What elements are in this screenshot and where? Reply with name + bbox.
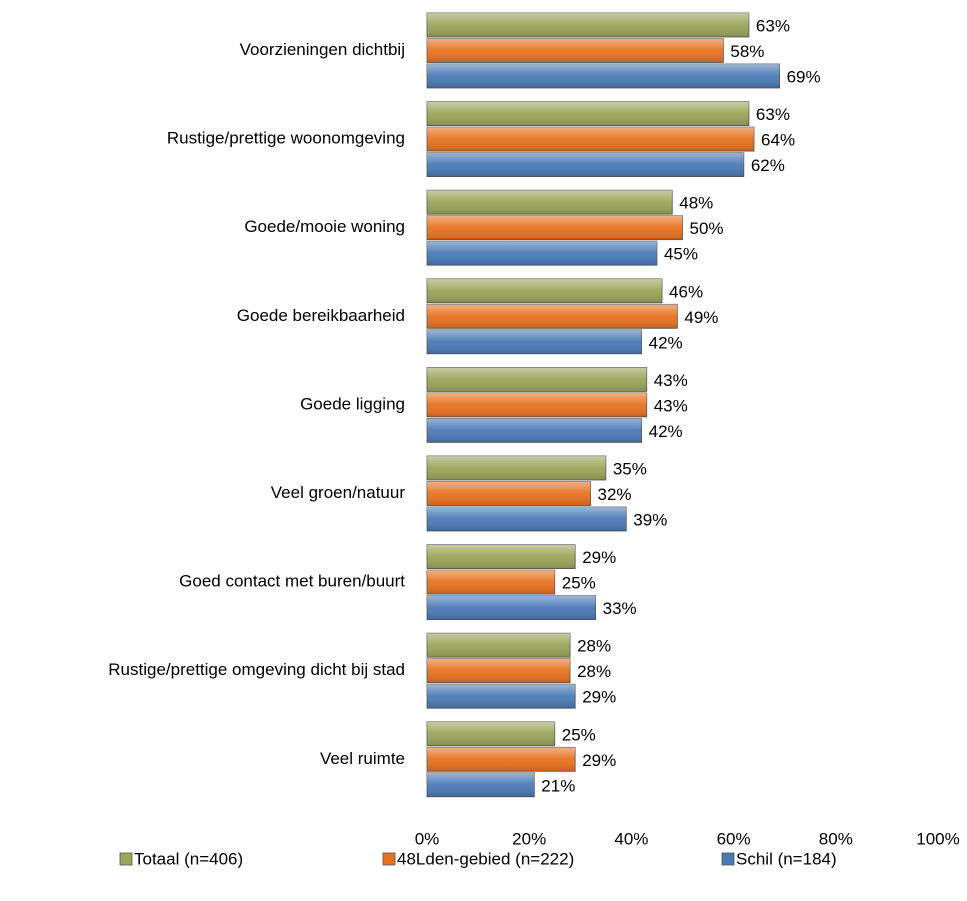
data-label: 46% [669, 282, 703, 301]
bar-shine [427, 772, 535, 797]
bar-shine [427, 418, 642, 443]
category-label: Goede ligging [300, 394, 405, 413]
bar-shine [427, 367, 647, 392]
data-label: 42% [649, 422, 683, 441]
bar-shine [427, 13, 749, 37]
bar-shine [427, 392, 647, 417]
data-label: 29% [582, 548, 616, 567]
data-label: 45% [664, 245, 698, 264]
data-label: 48% [679, 194, 713, 213]
x-tick-label: 40% [614, 829, 648, 848]
bar-shine [427, 38, 724, 63]
data-label: 25% [562, 725, 596, 744]
bar-shine [427, 64, 780, 88]
category-label: Veel ruimte [320, 749, 405, 768]
data-label: 62% [751, 156, 785, 175]
bar-shine [427, 190, 673, 215]
data-label: 63% [756, 16, 790, 35]
bar-shine [427, 570, 555, 595]
bar-shine [427, 101, 749, 126]
category-label: Goed contact met buren/buurt [179, 572, 405, 591]
legend-label: Schil (n=184) [736, 849, 837, 868]
data-label: 49% [684, 308, 718, 327]
bar-shine [427, 304, 678, 329]
x-tick-label: 60% [717, 829, 751, 848]
bar-shine [427, 658, 571, 683]
data-label: 29% [582, 751, 616, 770]
legend-swatch [721, 852, 735, 866]
data-label: 43% [654, 396, 688, 415]
data-label: 64% [761, 131, 795, 150]
bar-shine [427, 152, 744, 177]
category-label: Veel groen/natuur [271, 483, 406, 502]
bar-shine [427, 595, 596, 620]
legend-swatch [119, 852, 133, 866]
data-label: 29% [582, 688, 616, 707]
x-tick-label: 80% [819, 829, 853, 848]
data-label: 33% [603, 599, 637, 618]
legend-label: Totaal (n=406) [134, 849, 243, 868]
x-tick-label: 0% [415, 829, 440, 848]
bar-shine [427, 721, 555, 746]
legend-label: 48Lden-gebied (n=222) [397, 849, 574, 868]
bar-shine [427, 215, 683, 240]
bar-shine [427, 544, 576, 569]
bar-shine [427, 684, 576, 709]
data-label: 43% [654, 371, 688, 390]
category-label: Goede bereikbaarheid [237, 306, 405, 325]
data-label: 28% [577, 662, 611, 681]
category-label: Voorzieningen dichtbij [240, 40, 405, 59]
category-label: Rustige/prettige omgeving dicht bij stad [108, 660, 405, 679]
data-label: 32% [598, 485, 632, 504]
data-label: 39% [633, 510, 667, 529]
bar-shine [427, 278, 663, 303]
data-label: 25% [562, 574, 596, 593]
data-label: 28% [577, 637, 611, 656]
data-label: 63% [756, 105, 790, 124]
bar-shine [427, 241, 657, 266]
data-label: 50% [690, 219, 724, 238]
bar-shine [427, 633, 571, 658]
bar-shine [427, 329, 642, 354]
bar-shine [427, 747, 576, 772]
bar-shine [427, 507, 627, 531]
data-label: 21% [541, 776, 575, 795]
data-label: 35% [613, 459, 647, 478]
category-label: Rustige/prettige woonomgeving [167, 129, 405, 148]
category-label: Goede/mooie woning [244, 217, 405, 236]
data-label: 69% [787, 67, 821, 86]
bar-shine [427, 481, 591, 506]
x-tick-label: 100% [916, 829, 959, 848]
data-label: 58% [730, 42, 764, 61]
x-tick-label: 20% [512, 829, 546, 848]
data-label: 42% [649, 333, 683, 352]
legend-swatch [382, 852, 396, 866]
bar-shine [427, 456, 606, 480]
bar-shine [427, 127, 755, 152]
